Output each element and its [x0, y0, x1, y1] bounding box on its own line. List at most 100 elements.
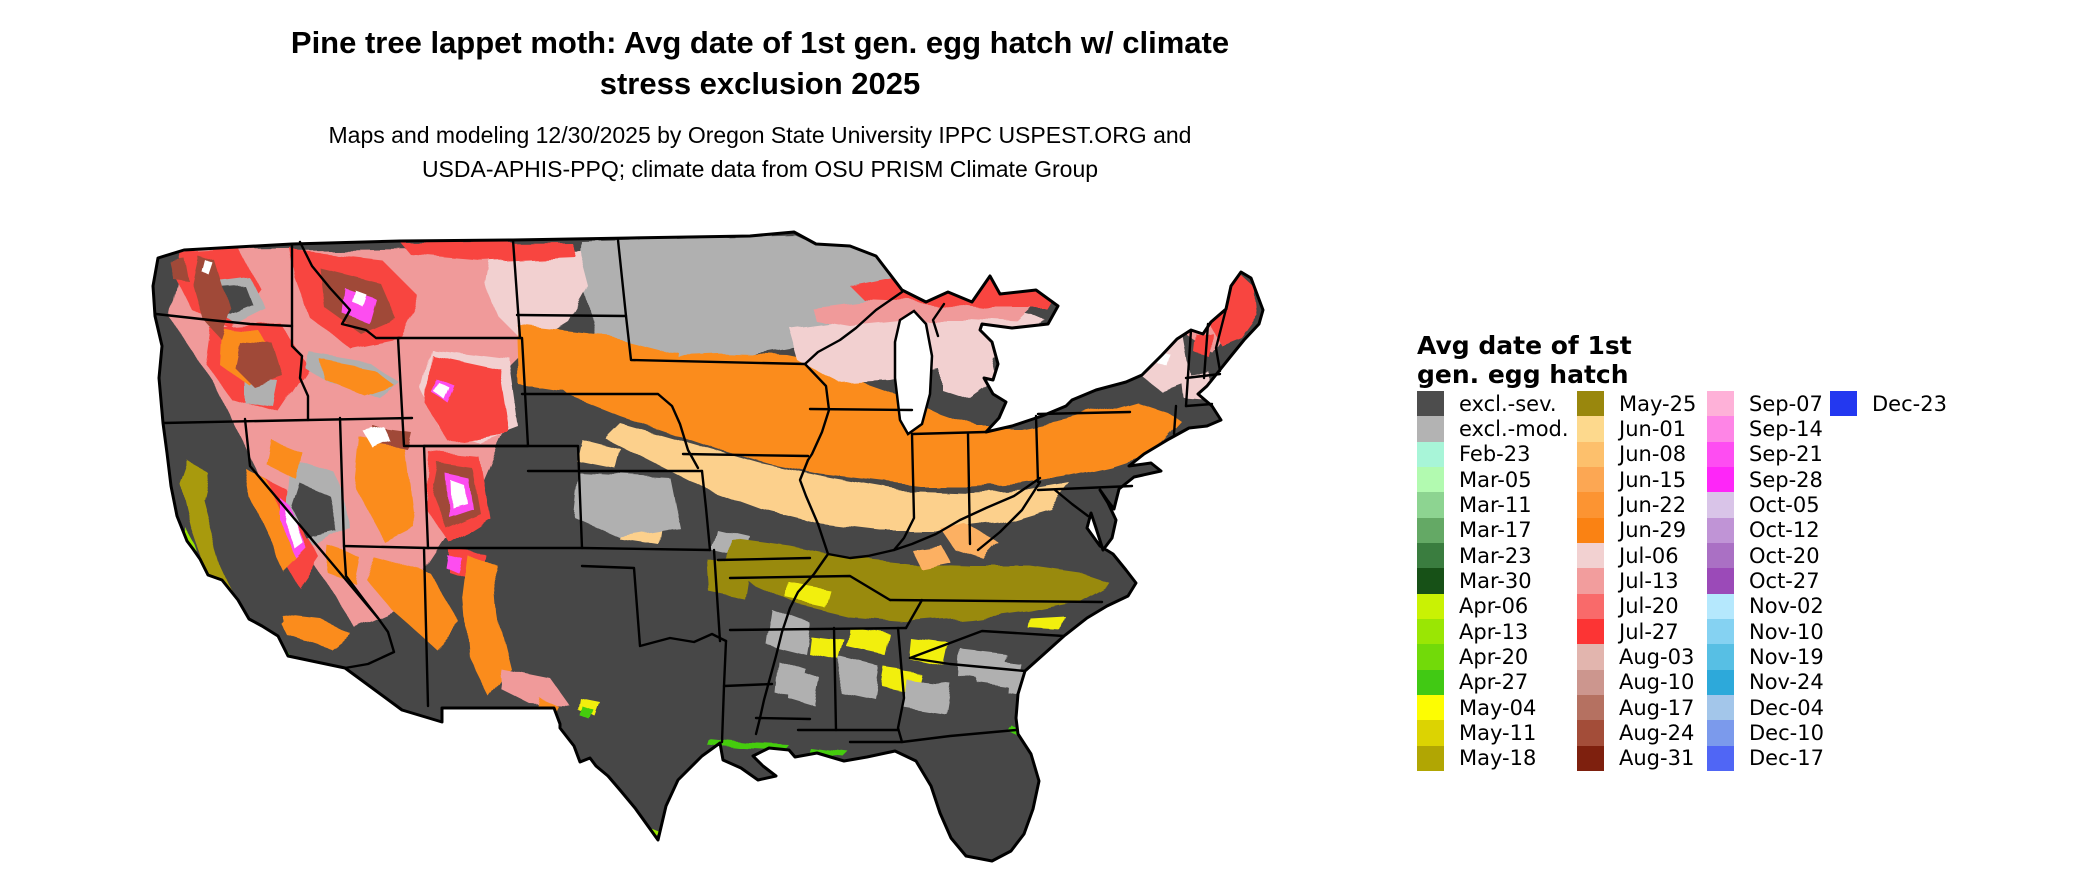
legend-color-swatch — [1417, 492, 1444, 518]
legend-color-swatch — [1707, 593, 1734, 620]
legend-entry: Nov-24 — [1707, 669, 1824, 696]
legend-color-swatch — [1707, 644, 1734, 670]
legend-label: Sep-21 — [1749, 442, 1823, 467]
legend-column-4: Dec-23 — [1830, 391, 1947, 417]
map-subtitle-line2: USDA-APHIS-PPQ; climate data from OSU PR… — [421, 156, 1099, 182]
legend-color-swatch — [1577, 593, 1604, 620]
legend-color-swatch — [1417, 745, 1444, 772]
legend-color-swatch — [1577, 416, 1604, 442]
legend-entry: Jun-29 — [1577, 517, 1696, 544]
legend-entry: Aug-03 — [1577, 644, 1696, 670]
legend-entry: Mar-30 — [1417, 568, 1569, 594]
legend-label: Apr-13 — [1459, 619, 1529, 644]
legend: Avg date of 1st gen. egg hatch excl.-sev… — [1417, 331, 1977, 772]
legend-entry: Aug-17 — [1577, 695, 1696, 721]
legend-color-swatch — [1707, 568, 1734, 594]
legend-color-swatch — [1707, 695, 1734, 721]
legend-label: Jul-13 — [1619, 569, 1679, 594]
legend-label: Nov-19 — [1749, 645, 1824, 670]
legend-label: Dec-04 — [1749, 695, 1824, 720]
terrain-raster — [153, 232, 1263, 861]
legend-entry: May-04 — [1417, 695, 1569, 721]
legend-color-swatch — [1707, 745, 1734, 772]
legend-entry: Jun-01 — [1577, 416, 1696, 442]
legend-entry: excl.-mod. — [1417, 416, 1569, 442]
legend-entry: Aug-31 — [1577, 745, 1696, 772]
legend-label: Nov-10 — [1749, 619, 1824, 644]
legend-label: Aug-24 — [1619, 721, 1695, 746]
legend-entry: Sep-14 — [1707, 416, 1824, 442]
legend-color-swatch — [1707, 391, 1734, 417]
legend-label: Jun-08 — [1619, 442, 1687, 467]
legend-entry: Nov-19 — [1707, 644, 1824, 670]
legend-color-swatch — [1417, 416, 1444, 442]
legend-label: Mar-11 — [1459, 493, 1532, 518]
legend-color-swatch — [1577, 492, 1604, 518]
legend-label: Aug-03 — [1619, 645, 1695, 670]
legend-entry: Jun-15 — [1577, 467, 1696, 493]
legend-entry: Mar-05 — [1417, 467, 1569, 493]
legend-label: Jul-27 — [1619, 619, 1679, 644]
legend-entry: Jul-20 — [1577, 593, 1696, 620]
legend-label: Aug-31 — [1619, 746, 1695, 771]
legend-entry: Sep-21 — [1707, 441, 1824, 468]
legend-color-swatch — [1830, 391, 1857, 417]
map-title-line1: Pine tree lappet moth: Avg date of 1st g… — [290, 25, 1230, 60]
legend-label: Jul-20 — [1619, 594, 1679, 619]
legend-label: Jul-06 — [1619, 543, 1679, 568]
legend-label: Dec-23 — [1872, 391, 1947, 416]
legend-entry: Oct-27 — [1707, 568, 1824, 594]
legend-title-line1: Avg date of 1st — [1417, 331, 1632, 360]
legend-color-swatch — [1417, 695, 1444, 721]
legend-color-swatch — [1417, 467, 1444, 493]
legend-entry: Dec-23 — [1830, 391, 1947, 417]
legend-color-swatch — [1707, 720, 1734, 746]
us-map-svg — [151, 230, 1265, 863]
legend-entry: Jun-08 — [1577, 441, 1696, 468]
legend-entry: Dec-04 — [1707, 695, 1824, 721]
legend-color-swatch — [1707, 619, 1734, 645]
legend-label: May-11 — [1459, 721, 1537, 746]
legend-entry: Dec-10 — [1707, 720, 1824, 746]
legend-entry: Mar-11 — [1417, 492, 1569, 518]
us-outline — [151, 230, 1265, 863]
map-title: Pine tree lappet moth: Avg date of 1st g… — [0, 22, 1520, 104]
legend-color-swatch — [1577, 543, 1604, 569]
legend-label: Dec-17 — [1749, 746, 1824, 771]
legend-entry: Dec-17 — [1707, 745, 1824, 772]
legend-label: Apr-20 — [1459, 645, 1529, 670]
legend-color-swatch — [1707, 669, 1734, 696]
legend-color-swatch — [1577, 391, 1604, 417]
legend-color-swatch — [1417, 441, 1444, 468]
legend-label: Nov-02 — [1749, 594, 1824, 619]
map-title-line2: stress exclusion 2025 — [599, 66, 921, 101]
legend-color-swatch — [1707, 543, 1734, 569]
legend-label: Mar-23 — [1459, 543, 1532, 568]
lake-michigan — [893, 309, 934, 436]
legend-entry: Nov-02 — [1707, 593, 1824, 620]
legend-entry: Oct-20 — [1707, 543, 1824, 569]
legend-entry: Aug-10 — [1577, 669, 1696, 696]
legend-label: Feb-23 — [1459, 442, 1531, 467]
legend-label: Oct-12 — [1749, 518, 1820, 543]
legend-color-swatch — [1417, 391, 1444, 417]
legend-color-swatch — [1577, 669, 1604, 696]
legend-label: Aug-10 — [1619, 670, 1695, 695]
legend-label: Mar-30 — [1459, 569, 1532, 594]
legend-color-swatch — [1577, 644, 1604, 670]
legend-label: excl.-sev. — [1459, 391, 1557, 416]
legend-label: Jun-15 — [1619, 467, 1687, 492]
legend-label: Oct-05 — [1749, 493, 1820, 518]
legend-entry: Oct-05 — [1707, 492, 1824, 518]
legend-color-swatch — [1577, 517, 1604, 544]
legend-color-swatch — [1707, 492, 1734, 518]
legend-label: Jun-01 — [1619, 417, 1687, 442]
legend-color-swatch — [1707, 517, 1734, 544]
legend-entry: Mar-23 — [1417, 543, 1569, 569]
legend-color-swatch — [1417, 669, 1444, 696]
legend-color-swatch — [1417, 619, 1444, 645]
legend-entry: May-18 — [1417, 745, 1569, 772]
legend-entry: Apr-06 — [1417, 593, 1569, 620]
legend-entry: excl.-sev. — [1417, 391, 1569, 417]
